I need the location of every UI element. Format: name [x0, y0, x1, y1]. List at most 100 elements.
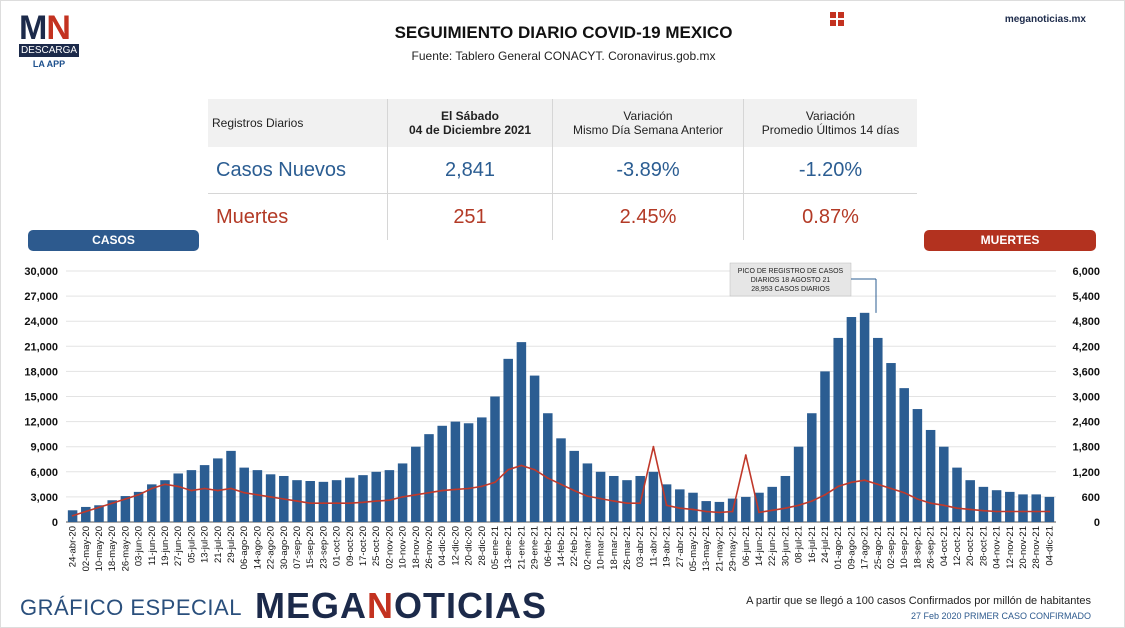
x-tick-label: 27-abr-21 [675, 526, 686, 567]
casos-bar [609, 475, 619, 522]
footer-brand: MEGANOTICIAS [255, 585, 548, 626]
x-tick-label: 26-mar-21 [622, 526, 633, 570]
x-tick-label: 29-jul-20 [226, 526, 237, 563]
x-tick-label: 03-abr-21 [635, 526, 646, 567]
y-right-tick-label: 600 [1082, 492, 1100, 504]
casos-bar [991, 490, 1002, 522]
muertes-point [546, 477, 549, 479]
x-tick-label: 10-may-20 [94, 526, 105, 571]
casos-bar [780, 475, 791, 522]
casos-bar [939, 446, 949, 522]
x-tick-label: 27-jun-20 [173, 526, 184, 566]
muertes-point [744, 454, 747, 456]
muertes-point [296, 500, 298, 502]
casos-bar [899, 388, 909, 522]
x-tick-label: 16-jul-21 [807, 526, 818, 563]
muertes-point [98, 506, 100, 509]
muertes-point [322, 502, 325, 505]
casos-bar [133, 491, 144, 522]
x-tick-label: 19-jun-20 [160, 526, 171, 566]
x-tick-label: 08-jul-21 [794, 526, 805, 563]
site-link[interactable]: meganoticias.mx [1004, 14, 1086, 25]
x-tick-label: 13-jul-20 [200, 526, 211, 563]
y-right-tick-label: 4,800 [1072, 316, 1100, 328]
muertes-point [256, 493, 259, 496]
muertes-point [692, 508, 694, 511]
casos-bar [965, 480, 975, 522]
casos-bar [186, 470, 197, 522]
muertes-point [586, 495, 589, 497]
muertes-point [956, 507, 958, 510]
muertes-point [150, 487, 153, 490]
casos-bar [543, 413, 553, 522]
y-left-tick-label: 30,000 [24, 266, 58, 278]
muertes-point [863, 479, 866, 482]
muertes-point [626, 502, 628, 505]
x-tick-label: 05-ene-21 [490, 526, 501, 569]
muertes-point [335, 502, 338, 505]
muertes-point [599, 497, 602, 500]
casos-bar [437, 425, 447, 522]
x-tick-label: 26-sep-21 [926, 526, 937, 569]
header-var-14: Variación Promedio Últimos 14 días [761, 109, 900, 137]
muertes-point [665, 504, 668, 507]
x-tick-label: 21-jul-20 [213, 526, 224, 563]
x-tick-label: 06-jun-21 [741, 526, 752, 566]
covid-chart: 30,000 6,000 27,000 5,400 24,000 4,800 21,000 4… [24, 262, 1100, 571]
y-right-tick-label: 1,800 [1072, 442, 1100, 454]
x-tick-label: 13-ene-21 [503, 526, 514, 569]
y-right-tick-label: 6,000 [1072, 266, 1100, 278]
y-right-tick-label: 1,200 [1072, 467, 1100, 479]
casos-bar [859, 312, 870, 522]
casos-bar [873, 337, 883, 522]
casos-bar [820, 371, 830, 522]
muertes-point [718, 511, 721, 514]
x-tick-label: 18-sep-21 [912, 526, 923, 569]
muertes-point [84, 510, 87, 513]
muertes-point [731, 510, 734, 513]
casos-bar [556, 438, 566, 522]
casos-bar [833, 337, 843, 522]
casos-bar [1005, 491, 1015, 522]
casos-label: Casos Nuevos [208, 147, 388, 194]
casos-bar [226, 450, 236, 522]
y-left-tick-label: 27,000 [24, 291, 58, 303]
casos-bar [886, 363, 896, 522]
muertes-point [348, 502, 351, 505]
muertes-var-semana: 2.45% [552, 193, 744, 240]
muertes-point [401, 496, 404, 498]
x-tick-label: 12-nov-21 [1005, 526, 1016, 569]
x-tick-label: 25-oct-20 [371, 526, 382, 566]
muertes-point [810, 500, 813, 502]
y-right-tick-label: 3,600 [1072, 366, 1100, 378]
casos-bar [978, 486, 989, 522]
x-tick-label: 28-oct-21 [978, 526, 989, 566]
casos-bar [371, 471, 381, 522]
x-tick-label: 12-dic-20 [450, 526, 461, 566]
casos-bar [477, 417, 487, 522]
x-tick-label: 11-jun-20 [147, 526, 158, 565]
casos-bar [318, 481, 329, 522]
x-tick-label: 04-nov-21 [992, 526, 1003, 569]
x-tick-label: 03-jun-20 [134, 526, 145, 566]
casos-axis-badge: CASOS [28, 230, 199, 251]
muertes-point [137, 493, 140, 496]
x-tick-label: 02-nov-20 [384, 526, 395, 569]
muertes-point [362, 501, 364, 504]
peak-annotation-line: PICO DE REGISTRO DE CASOS [738, 268, 844, 275]
muertes-point [375, 500, 378, 502]
casos-bar [239, 467, 249, 522]
x-tick-label: 28-dic-20 [477, 526, 488, 566]
casos-bar [503, 358, 513, 522]
meganoticias-logo[interactable]: MN DESCARGA LA APP [19, 11, 79, 69]
casos-bar [94, 505, 104, 522]
casos-bar [252, 470, 263, 522]
casos-bar [120, 496, 131, 522]
x-tick-label: 19-abr-21 [662, 526, 673, 567]
casos-bar [925, 429, 936, 522]
casos-bar [265, 474, 276, 522]
casos-bar [358, 475, 368, 522]
x-tick-label: 14-feb-21 [556, 526, 567, 567]
muertes-axis-badge: MUERTES [924, 230, 1096, 251]
